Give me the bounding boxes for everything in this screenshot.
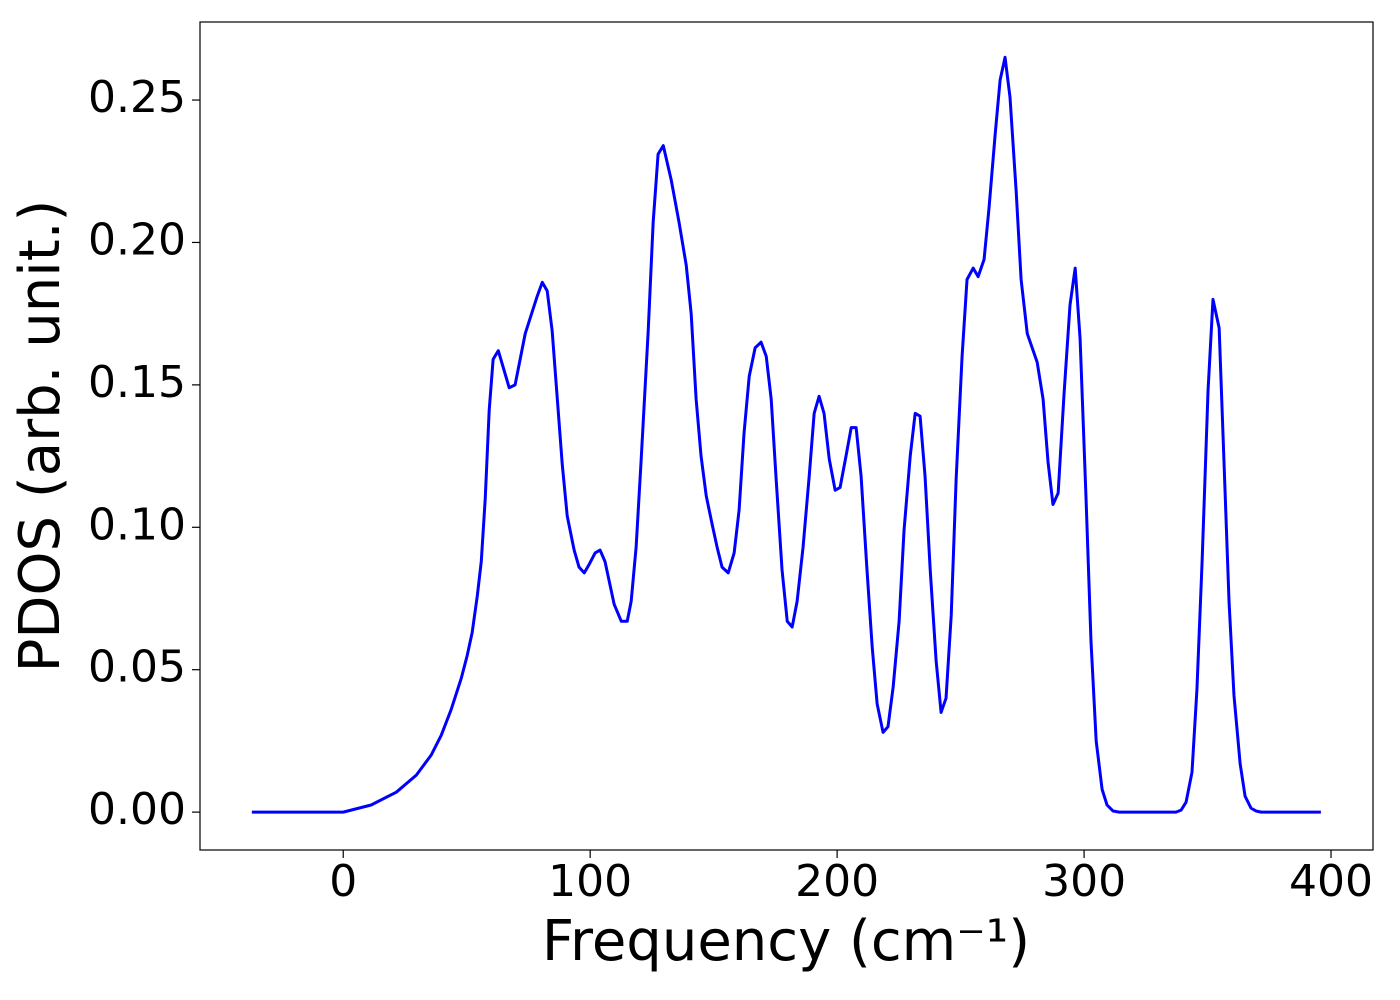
x-tick-label: 100 [548,856,632,907]
y-tick-label: 0.05 [88,642,186,693]
x-tick-label: 400 [1289,856,1373,907]
y-tick-label: 0.25 [88,72,186,123]
x-tick-label: 0 [329,856,357,907]
data-line [251,55,1321,814]
y-tick-label: 0.20 [88,214,186,265]
plot-frame [199,21,1374,851]
x-axis-label: Frequency (cm⁻¹) [542,909,1030,974]
y-tick-label: 0.10 [88,499,186,550]
y-axis-label: PDOS (arb. unit.) [8,200,73,673]
y-tick-label: 0.15 [88,357,186,408]
x-tick-label: 300 [1042,856,1126,907]
x-tick-label: 200 [795,856,879,907]
y-tick-label: 0.00 [88,784,186,835]
